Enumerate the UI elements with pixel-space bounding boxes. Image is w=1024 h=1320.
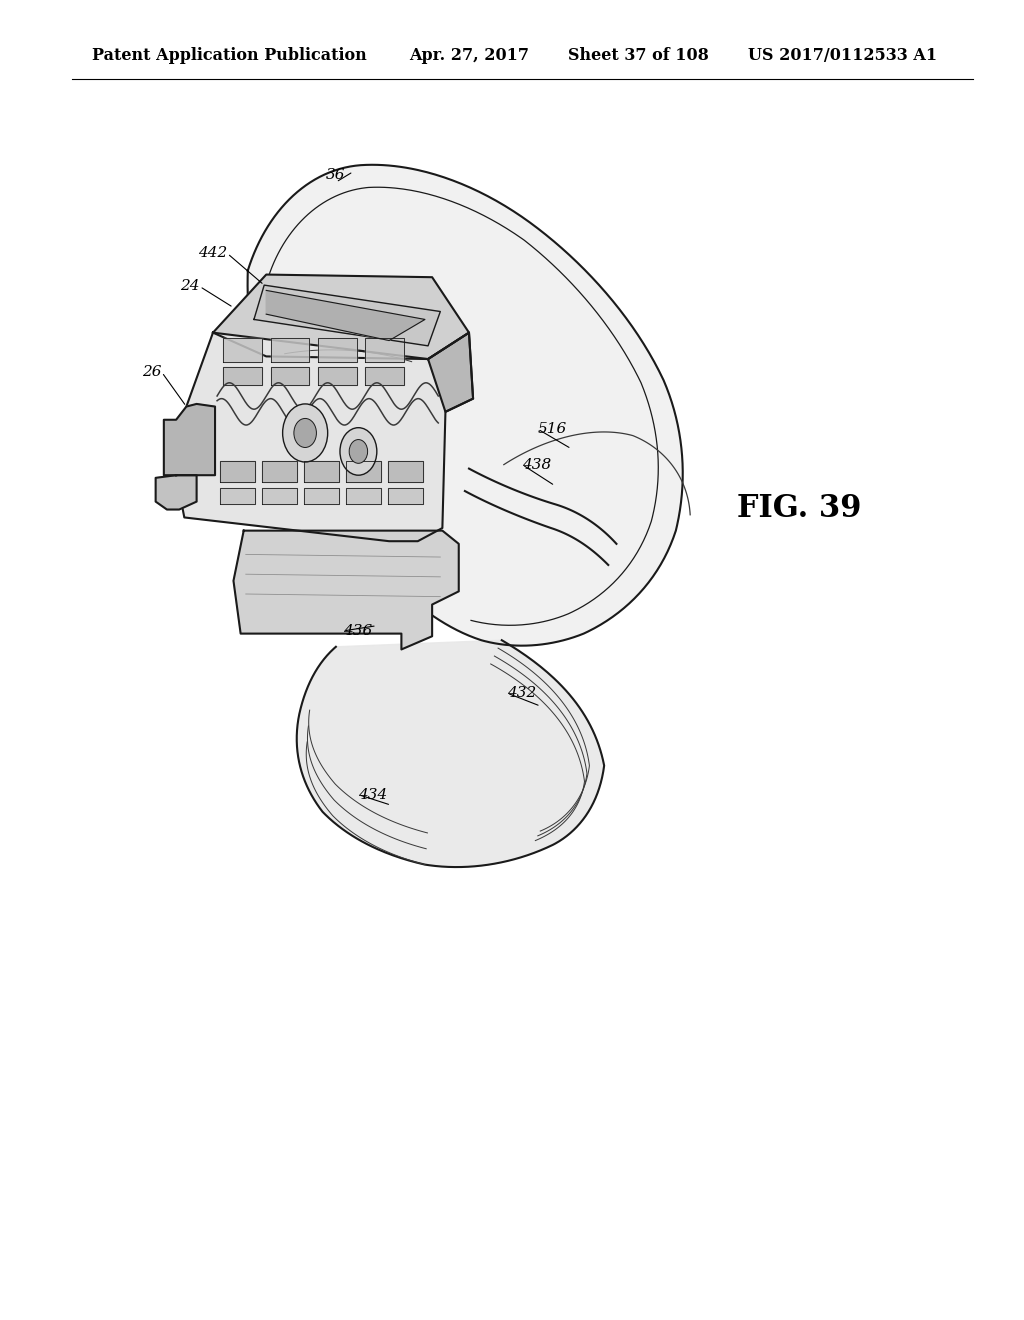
Text: Sheet 37 of 108: Sheet 37 of 108 xyxy=(568,48,710,63)
Text: 36: 36 xyxy=(326,168,346,182)
Polygon shape xyxy=(233,531,459,649)
Text: US 2017/0112533 A1: US 2017/0112533 A1 xyxy=(748,48,937,63)
Text: Apr. 27, 2017: Apr. 27, 2017 xyxy=(410,48,529,63)
Polygon shape xyxy=(346,461,381,482)
Text: 438: 438 xyxy=(522,458,552,471)
Text: 442: 442 xyxy=(198,247,227,260)
Polygon shape xyxy=(366,367,404,385)
Polygon shape xyxy=(213,275,469,359)
Polygon shape xyxy=(156,475,197,510)
Polygon shape xyxy=(262,461,297,482)
Polygon shape xyxy=(388,461,423,482)
Polygon shape xyxy=(317,338,356,362)
Polygon shape xyxy=(266,290,425,341)
Text: Patent Application Publication: Patent Application Publication xyxy=(92,48,367,63)
Text: FIG. 39: FIG. 39 xyxy=(737,492,861,524)
Circle shape xyxy=(349,440,368,463)
Polygon shape xyxy=(262,488,297,504)
Polygon shape xyxy=(346,488,381,504)
Polygon shape xyxy=(388,488,423,504)
Polygon shape xyxy=(304,488,339,504)
Circle shape xyxy=(294,418,316,447)
Polygon shape xyxy=(317,367,356,385)
Circle shape xyxy=(340,428,377,475)
Polygon shape xyxy=(270,338,309,362)
Polygon shape xyxy=(223,367,262,385)
Text: 26: 26 xyxy=(142,366,162,379)
Text: 436: 436 xyxy=(343,624,373,638)
Polygon shape xyxy=(270,367,309,385)
Polygon shape xyxy=(254,285,440,346)
Text: 516: 516 xyxy=(538,422,567,436)
Text: 434: 434 xyxy=(358,788,388,801)
Polygon shape xyxy=(428,333,473,412)
Text: 432: 432 xyxy=(507,686,537,700)
Polygon shape xyxy=(248,165,683,645)
Polygon shape xyxy=(223,338,262,362)
Polygon shape xyxy=(297,640,604,867)
Polygon shape xyxy=(366,338,404,362)
Polygon shape xyxy=(176,333,473,541)
Polygon shape xyxy=(220,488,255,504)
Polygon shape xyxy=(164,404,215,475)
Circle shape xyxy=(283,404,328,462)
Polygon shape xyxy=(304,461,339,482)
Text: 24: 24 xyxy=(180,280,200,293)
Polygon shape xyxy=(220,461,255,482)
